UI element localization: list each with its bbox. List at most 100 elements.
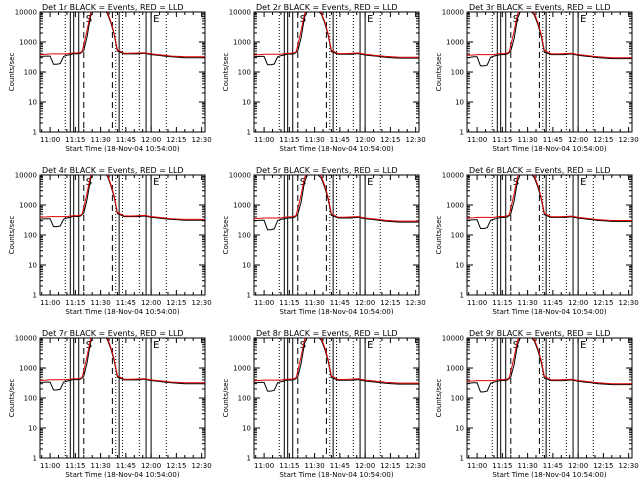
y-axis-label: Counts/sec [435, 53, 443, 92]
y-tick-label: 1 [460, 455, 464, 463]
x-tick-label: 11:45 [116, 462, 136, 470]
y-tick-label: 1000 [19, 39, 37, 47]
x-tick-label: 11:15 [65, 136, 85, 144]
x-tick-label: 12:00 [355, 299, 375, 307]
y-tick-label: 10000 [229, 9, 251, 17]
x-axis-label: Start Time (18-Nov-04 10:54:00) [65, 145, 179, 153]
y-tick-label: 100 [24, 395, 37, 403]
x-axis-label: Start Time (18-Nov-04 10:54:00) [65, 308, 179, 316]
x-tick-label: 12:30 [619, 136, 639, 144]
x-tick-label: 11:15 [279, 462, 299, 470]
events-series-line [40, 338, 205, 391]
y-tick-label: 10000 [15, 9, 37, 17]
x-tick-label: 12:30 [619, 462, 639, 470]
x-tick-label: 11:15 [279, 136, 299, 144]
x-tick-label: 11:45 [116, 136, 136, 144]
y-tick-label: 1 [247, 455, 251, 463]
x-tick-label: 12:00 [141, 299, 161, 307]
x-tick-label: 12:30 [406, 299, 426, 307]
x-tick-label: 11:00 [254, 299, 274, 307]
x-axis-label: Start Time (18-Nov-04 10:54:00) [492, 308, 606, 316]
panel-title: Det 9r BLACK = Events, RED = LLD [469, 329, 611, 338]
y-tick-label: 100 [451, 69, 464, 77]
events-series-line [467, 12, 632, 67]
y-tick-label: 100 [451, 232, 464, 240]
series-group [40, 175, 205, 228]
x-tick-label: 12:00 [141, 136, 161, 144]
events-series-line [40, 175, 205, 228]
y-axis-label: Counts/sec [435, 216, 443, 255]
x-tick-label: 12:15 [166, 299, 186, 307]
x-tick-label: 11:30 [91, 462, 111, 470]
marker-label: S [513, 14, 519, 25]
x-tick-label: 11:45 [330, 462, 350, 470]
x-tick-label: 11:00 [40, 462, 60, 470]
marker-label: E [580, 177, 586, 188]
events-series-line [254, 12, 419, 66]
y-tick-label: 1000 [19, 365, 37, 373]
events-series-line [254, 175, 419, 231]
y-tick-label: 100 [24, 232, 37, 240]
y-tick-label: 1000 [446, 365, 464, 373]
x-tick-label: 11:30 [518, 136, 538, 144]
y-tick-label: 1000 [233, 365, 251, 373]
x-tick-label: 11:15 [65, 462, 85, 470]
x-tick-label: 11:15 [492, 462, 512, 470]
marker-label: S [513, 340, 519, 351]
series-group [467, 338, 632, 393]
x-tick-label: 12:30 [192, 299, 212, 307]
lld-series-line [40, 175, 205, 220]
x-tick-label: 11:30 [305, 136, 325, 144]
panel-3: S E 1 10 100 1000 10000 11:00 11:15 11:30 11:45 12:… [435, 3, 639, 153]
y-tick-label: 10000 [15, 335, 37, 343]
x-tick-label: 12:00 [355, 462, 375, 470]
y-tick-label: 10 [28, 425, 37, 433]
x-tick-label: 12:00 [568, 462, 588, 470]
x-tick-label: 11:30 [518, 462, 538, 470]
x-tick-label: 11:30 [305, 462, 325, 470]
y-tick-label: 10 [242, 425, 251, 433]
x-tick-label: 12:00 [568, 299, 588, 307]
x-tick-label: 11:15 [492, 136, 512, 144]
marker-label: E [367, 14, 373, 25]
y-tick-label: 10 [28, 262, 37, 270]
x-tick-label: 12:30 [406, 462, 426, 470]
marker-label: E [153, 14, 159, 25]
panel-5: S E 1 10 100 1000 10000 11:00 11:15 11:30 11:45 12:… [222, 166, 426, 316]
y-axis-label: Counts/sec [222, 216, 230, 255]
x-axis-label: Start Time (18-Nov-04 10:54:00) [279, 145, 393, 153]
x-tick-label: 11:00 [40, 136, 60, 144]
y-tick-label: 100 [451, 395, 464, 403]
marker-label: S [300, 177, 306, 188]
y-axis-label: Counts/sec [222, 53, 230, 92]
x-tick-label: 11:45 [330, 299, 350, 307]
y-tick-label: 100 [238, 69, 251, 77]
x-tick-label: 11:00 [467, 136, 487, 144]
y-axis-label: Counts/sec [435, 379, 443, 418]
x-tick-label: 12:15 [380, 136, 400, 144]
y-tick-label: 1 [33, 455, 37, 463]
y-tick-label: 1000 [233, 39, 251, 47]
x-axis-label: Start Time (18-Nov-04 10:54:00) [65, 471, 179, 479]
y-tick-label: 10 [455, 425, 464, 433]
events-series-line [467, 175, 632, 229]
y-axis-label: Counts/sec [8, 379, 16, 418]
marker-label: E [367, 340, 373, 351]
x-tick-label: 12:15 [166, 136, 186, 144]
y-tick-label: 1 [33, 129, 37, 137]
x-tick-label: 11:00 [254, 462, 274, 470]
y-tick-label: 1000 [446, 39, 464, 47]
panel-title: Det 5r BLACK = Events, RED = LLD [256, 166, 398, 175]
y-tick-label: 1 [460, 292, 464, 300]
y-tick-label: 10 [242, 99, 251, 107]
y-tick-label: 1 [247, 129, 251, 137]
events-series-line [40, 12, 205, 65]
y-tick-label: 10000 [229, 335, 251, 343]
x-axis-label: Start Time (18-Nov-04 10:54:00) [279, 471, 393, 479]
x-tick-label: 11:15 [65, 299, 85, 307]
series-group [467, 175, 632, 229]
